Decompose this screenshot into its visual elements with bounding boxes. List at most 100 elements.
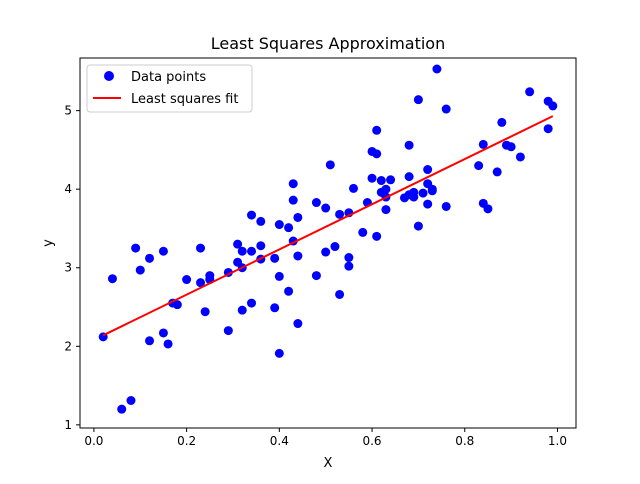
data-point <box>270 253 280 263</box>
data-point <box>145 253 155 263</box>
x-tick-label: 0.6 <box>362 434 381 448</box>
data-point <box>256 241 266 251</box>
data-point <box>293 251 303 261</box>
data-point <box>311 198 321 208</box>
data-point <box>344 253 354 263</box>
data-point <box>223 326 233 336</box>
x-tick-label: 0.2 <box>177 434 196 448</box>
y-tick-label: 1 <box>64 418 72 432</box>
plot-frame <box>79 57 577 429</box>
data-point <box>247 246 257 256</box>
data-point <box>418 188 428 198</box>
data-point <box>474 161 484 171</box>
data-point <box>376 176 386 186</box>
chart-title: Least Squares Approximation <box>211 34 445 53</box>
data-point <box>372 125 382 135</box>
x-tick-label: 0.8 <box>455 434 474 448</box>
data-point <box>515 152 525 162</box>
data-point <box>404 140 414 150</box>
data-point <box>367 173 377 183</box>
data-point <box>163 339 173 349</box>
data-point <box>270 303 280 313</box>
y-axis-label: y <box>41 239 56 247</box>
data-point <box>335 209 345 219</box>
data-point <box>288 179 298 189</box>
data-point <box>158 328 168 338</box>
data-point <box>182 275 192 285</box>
y-tick-label: 2 <box>64 339 72 353</box>
x-tick-label: 0.4 <box>270 434 289 448</box>
data-point <box>441 104 451 114</box>
data-point <box>311 271 321 281</box>
data-point <box>205 271 215 281</box>
data-point <box>348 183 358 193</box>
data-point <box>372 231 382 241</box>
y-tick-label: 3 <box>64 261 72 275</box>
y-tick-label: 5 <box>64 104 72 118</box>
data-point <box>492 167 502 177</box>
data-point <box>284 286 294 296</box>
data-point <box>381 205 391 215</box>
x-tick-label: 1.0 <box>548 434 567 448</box>
data-point <box>321 247 331 257</box>
legend-label-least-squares-fit: Least squares fit <box>131 92 238 107</box>
data-point <box>386 175 396 185</box>
data-point <box>247 298 257 308</box>
data-point <box>145 336 155 346</box>
data-point <box>237 305 247 315</box>
data-point <box>409 187 419 197</box>
y-tick-label: 4 <box>64 182 72 196</box>
fit-line <box>102 115 554 337</box>
legend-label-data-points: Data points <box>131 70 206 85</box>
data-point <box>423 199 433 209</box>
data-point <box>478 139 488 149</box>
data-point <box>427 186 437 196</box>
data-point <box>196 243 206 253</box>
data-point <box>497 117 507 127</box>
legend-box <box>86 64 253 113</box>
data-point <box>423 165 433 175</box>
data-point <box>237 246 247 256</box>
data-point <box>344 261 354 271</box>
data-point <box>413 95 423 105</box>
data-point <box>548 101 558 111</box>
data-point <box>233 239 243 249</box>
data-point <box>506 142 516 152</box>
data-point <box>381 184 391 194</box>
data-point <box>274 271 284 281</box>
x-tick-label: 0.0 <box>84 434 103 448</box>
data-point <box>372 149 382 159</box>
legend: Data points Least squares fit <box>86 64 253 113</box>
data-point <box>107 274 117 284</box>
data-point <box>330 242 340 252</box>
data-point <box>358 227 368 237</box>
data-point <box>131 243 141 253</box>
data-point <box>247 210 257 220</box>
data-point <box>335 289 345 299</box>
data-point <box>325 160 335 170</box>
legend-scatter-marker <box>104 71 114 81</box>
data-point <box>293 212 303 222</box>
data-point <box>321 203 331 213</box>
data-point <box>126 396 136 406</box>
data-point <box>172 300 182 310</box>
data-point <box>158 246 168 256</box>
data-point <box>543 124 553 134</box>
data-point <box>256 216 266 226</box>
data-point <box>284 223 294 233</box>
data-point <box>441 201 451 211</box>
data-point <box>274 220 284 230</box>
data-point <box>404 172 414 182</box>
data-point <box>288 195 298 205</box>
data-point <box>293 319 303 329</box>
data-point <box>483 204 493 214</box>
data-point <box>432 64 442 74</box>
data-point <box>135 265 145 275</box>
data-point <box>200 307 210 317</box>
data-point <box>413 221 423 231</box>
data-point <box>525 87 535 97</box>
data-point <box>274 348 284 358</box>
data-point <box>196 278 206 288</box>
